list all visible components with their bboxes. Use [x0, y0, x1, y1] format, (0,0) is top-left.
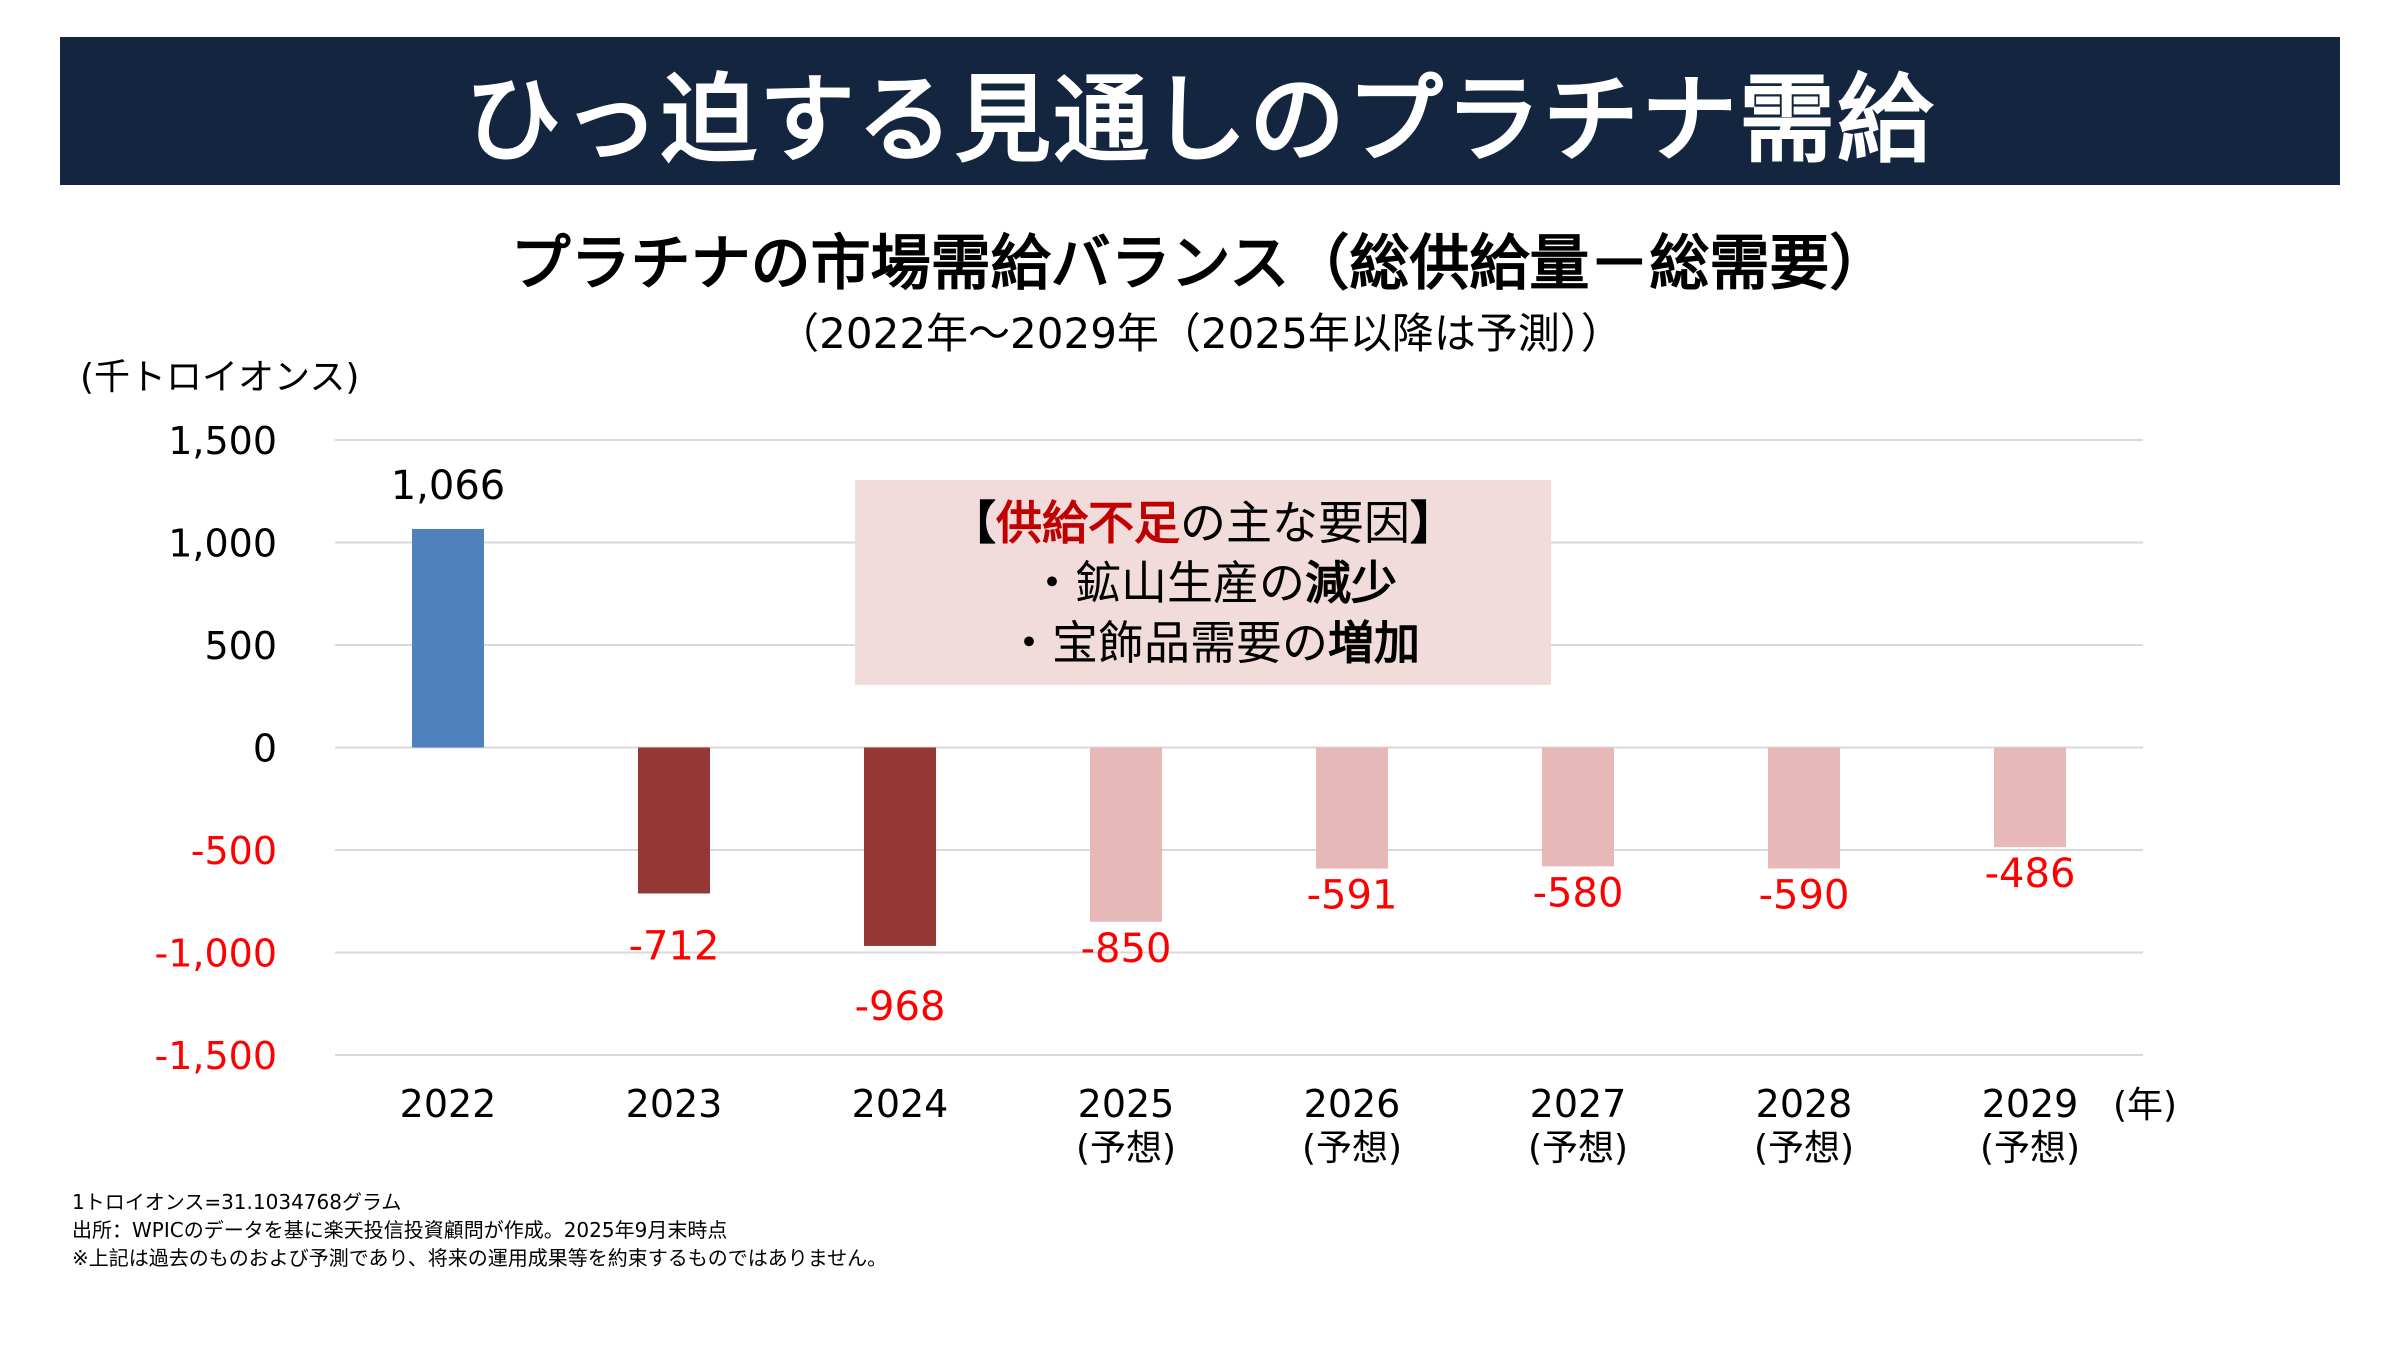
data-label: 1,066 [391, 463, 506, 509]
page-title: ひっ迫する見通しのプラチナ需給 [465, 63, 1935, 176]
bar-2027 [1542, 747, 1614, 867]
x-tick-label: 2023 [626, 1082, 723, 1126]
x-tick-label: 2029 [1982, 1082, 2079, 1126]
y-tick-label: 0 [253, 727, 277, 771]
x-axis-unit-label: (年) [2113, 1085, 2177, 1126]
shortage-factors-callout: 【供給不足の主な要因】 ・鉱山生産の減少 ・宝飾品需要の増加 [855, 480, 1551, 685]
bullet-icon: ・ [1029, 555, 1075, 610]
bar-2028 [1768, 747, 1840, 869]
x-tick-sublabel: (予想) [1528, 1128, 1628, 1169]
bar-2029 [1994, 747, 2066, 848]
data-label: -486 [1985, 851, 2076, 897]
data-label: -580 [1533, 870, 1624, 916]
x-tick-sublabel: (予想) [1980, 1128, 2080, 1169]
x-tick-label: 2024 [852, 1082, 949, 1126]
y-tick-label: 1,000 [168, 522, 277, 566]
x-tick-sublabel: (予想) [1302, 1128, 1402, 1169]
data-label: -850 [1081, 926, 1172, 972]
chart-title: プラチナの市場需給バランス（総供給量－総需要） [510, 229, 1890, 299]
x-tick-label: 2022 [400, 1082, 497, 1126]
y-axis-unit-label: (千トロイオンス) [80, 357, 360, 398]
y-tick-label: -1,500 [155, 1034, 278, 1078]
x-tick-sublabel: (予想) [1076, 1128, 1176, 1169]
y-tick-label: 1,500 [168, 419, 277, 463]
data-label: -712 [629, 923, 720, 969]
bar-2023 [638, 747, 710, 894]
bar-2025 [1090, 747, 1162, 922]
callout-item-text: 宝飾品需要の [1052, 615, 1328, 670]
title-banner: ひっ迫する見通しのプラチナ需給 [60, 37, 2340, 185]
data-label: -968 [855, 984, 946, 1030]
callout-heading-rest: の主な要因 [1180, 495, 1410, 550]
y-tick-label: -1,000 [155, 932, 278, 976]
footnote-disclaimer: ※上記は過去のものおよび予測であり、将来の運用成果等を約束するものではありません… [72, 1246, 888, 1270]
y-tick-label: -500 [191, 829, 277, 873]
callout-bracket-open: 【 [950, 495, 996, 550]
chart-subtitle: （2022年～2029年（2025年以降は予測）） [777, 309, 1623, 358]
x-tick-label: 2025 [1078, 1082, 1175, 1126]
footnotes: 1トロイオンス=31.1034768グラム 出所：WPICのデータを基に楽天投信… [72, 1188, 887, 1272]
callout-item-strong: 増加 [1328, 615, 1420, 670]
x-tick-sublabel: (予想) [1754, 1128, 1854, 1169]
bar-2022 [412, 528, 484, 748]
footnote-unit-conversion: 1トロイオンス=31.1034768グラム [72, 1190, 402, 1214]
data-label: -590 [1759, 872, 1850, 918]
callout-item-strong: 減少 [1305, 555, 1397, 610]
callout-highlight: 供給不足 [996, 495, 1180, 550]
callout-bracket-close: 】 [1410, 495, 1456, 550]
callout-heading: 【供給不足の主な要因】 [950, 493, 1456, 553]
callout-item-text: 鉱山生産の [1075, 555, 1305, 610]
callout-item: ・鉱山生産の減少 [1009, 553, 1397, 613]
y-tick-label: 500 [204, 624, 277, 668]
x-tick-label: 2026 [1304, 1082, 1401, 1126]
footnote-source: 出所：WPICのデータを基に楽天投信投資顧問が作成。2025年9月末時点 [72, 1218, 728, 1242]
callout-item: ・宝飾品需要の増加 [986, 613, 1420, 673]
data-label: -591 [1307, 873, 1398, 919]
x-tick-label: 2028 [1756, 1082, 1853, 1126]
x-tick-label: 2027 [1530, 1082, 1627, 1126]
bullet-icon: ・ [1006, 615, 1052, 670]
bar-2024 [864, 747, 936, 946]
bar-2026 [1316, 747, 1388, 869]
